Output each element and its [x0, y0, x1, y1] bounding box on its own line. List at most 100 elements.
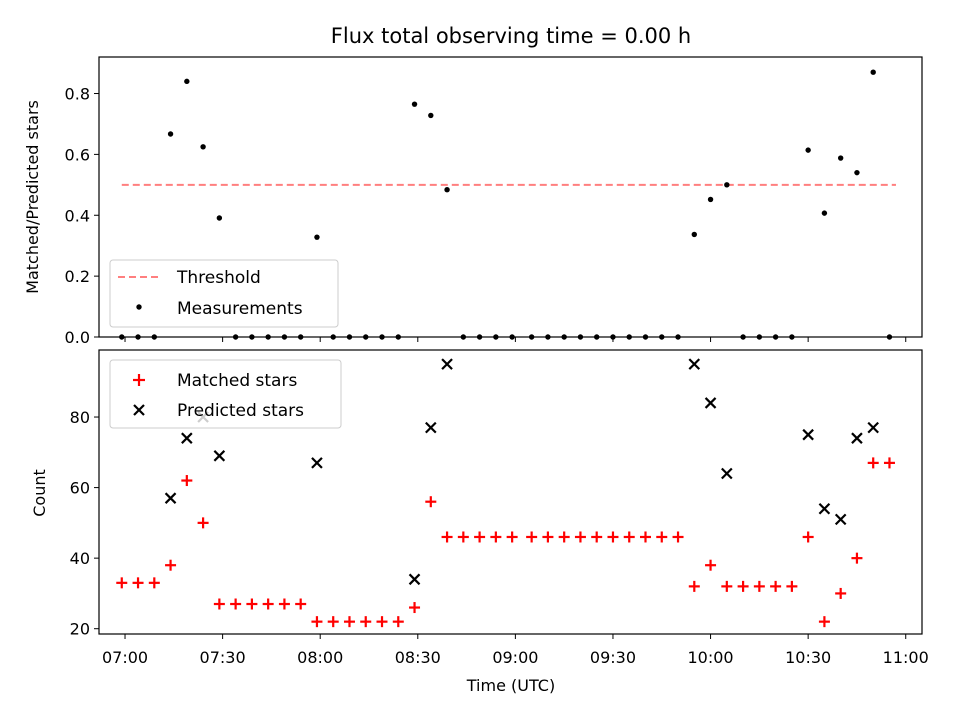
matched-star-point: [490, 531, 502, 543]
predicted-star-stroke-b: [688, 358, 701, 370]
x-tick-label: 09:30: [590, 648, 636, 667]
matched-star-point: [295, 598, 307, 610]
measurement-point: [167, 131, 174, 137]
matched-star-point: [656, 531, 668, 543]
predicted-star-stroke-b: [704, 397, 717, 409]
matched-star-point: [818, 616, 830, 628]
predicted-star-stroke-b: [441, 358, 453, 370]
legend-measurements-label: Measurements: [177, 299, 303, 319]
bottom-y-tick-label: 20: [70, 620, 90, 639]
legend-predicted-swatch: [133, 404, 145, 416]
matched-star-point: [262, 598, 274, 610]
predicted-star-point: [721, 467, 733, 480]
matched-star-point: [639, 531, 651, 543]
matched-star-point: [851, 552, 863, 564]
measurement-point: [805, 147, 811, 153]
top-y-tick-label: 0.2: [65, 267, 90, 286]
measurement-point: [314, 234, 320, 240]
predicted-star-stroke-b: [408, 573, 421, 586]
matched-star-point: [574, 531, 586, 543]
predicted-star-point: [867, 421, 879, 434]
matched-star-point: [786, 580, 798, 592]
matched-star-point: [542, 531, 554, 543]
bottom-legend-box: [109, 359, 342, 429]
top-y-axis: 0.0 0.2 0.4 0.6 0.8: [65, 85, 99, 347]
matched-star-point: [278, 598, 290, 610]
predicted-star-point: [408, 573, 421, 586]
bottom-panel: 20 40 60 80 07:00 07:30 08:00 08:30 09:00 09:30 1…: [30, 349, 929, 695]
measurement-point: [444, 186, 450, 193]
bottom-y-tick-label: 80: [70, 408, 90, 427]
matched-star-point: [116, 577, 128, 589]
matched-star-point: [165, 559, 177, 571]
matched-star-point: [591, 531, 603, 543]
matched-star-point: [246, 598, 258, 610]
legend-predicted-label: Predicted stars: [177, 401, 304, 421]
bottom-x-axis: 07:00 07:30 08:00 08:30 09:00 09:30 10:00 10:30…: [102, 634, 929, 667]
matched-star-point: [705, 559, 717, 571]
measurement-point: [200, 144, 206, 150]
matched-star-point: [132, 577, 144, 589]
matched-star-point: [672, 531, 684, 543]
measurement-point: [837, 155, 844, 161]
x-tick-label: 07:30: [200, 648, 246, 667]
predicted-star-stroke-b: [164, 492, 177, 504]
matched-star-point: [506, 531, 518, 543]
matched-star-point: [213, 598, 225, 610]
measurement-point: [854, 169, 860, 176]
matched-star-point: [327, 616, 339, 628]
matched-star-point: [607, 531, 619, 543]
predicted-star-point: [818, 502, 831, 515]
chart-title: Flux total observing time = 0.00 h: [331, 24, 691, 48]
x-tick-label: 11:00: [883, 648, 929, 667]
measurement-point: [411, 101, 418, 107]
measurement-point: [691, 231, 697, 238]
predicted-star-stroke-b: [802, 428, 814, 441]
bottom-axes-frame: [98, 349, 923, 635]
matched-star-point: [623, 531, 635, 543]
predicted-star-point: [834, 513, 847, 526]
matched-star-point: [360, 616, 372, 628]
bottom-y-tick-label: 40: [70, 549, 90, 568]
predicted-star-stroke-b: [181, 432, 193, 444]
matched-star-point: [883, 457, 895, 469]
predicted-star-stroke-b: [867, 421, 879, 434]
matched-star-point: [721, 580, 733, 592]
x-tick-label: 10:30: [785, 648, 831, 667]
matched-star-point: [526, 531, 538, 543]
legend-measurements-swatch: [136, 304, 142, 310]
x-axis-label: Time (UTC): [466, 676, 555, 695]
matched-star-point: [737, 580, 749, 592]
matched-star-point: [392, 616, 404, 628]
measurement-point: [184, 78, 190, 85]
matched-star-point: [376, 616, 388, 628]
matched-star-point: [802, 531, 814, 543]
predicted-star-stroke-b: [311, 457, 323, 469]
predicted-star-stroke-b: [818, 502, 831, 515]
top-y-tick-label: 0.4: [65, 206, 90, 225]
x-tick-label: 08:30: [395, 648, 441, 667]
matched-star-point: [409, 602, 421, 614]
matched-star-point: [148, 577, 160, 589]
legend-threshold-label: Threshold: [176, 268, 261, 288]
top-x-ticks: [124, 337, 907, 342]
x-tick-label: 10:00: [688, 648, 734, 667]
predicted-star-point: [213, 450, 226, 462]
bottom-legend: Matched stars Predicted stars: [109, 359, 342, 429]
predicted-star-point: [441, 358, 453, 370]
predicted-star-stroke-b: [721, 467, 733, 480]
predicted-star-stroke-b: [851, 432, 863, 444]
predicted-star-point: [802, 428, 814, 441]
top-legend-box: [109, 259, 339, 328]
predicted-star-point: [704, 397, 717, 409]
measurement-point: [428, 112, 434, 119]
matched-star-point: [197, 517, 209, 529]
x-tick-label: 09:00: [492, 648, 538, 667]
matched-star-point: [425, 496, 437, 508]
measurement-point: [216, 215, 223, 221]
bottom-y-axis: 20 40 60 80: [70, 408, 99, 639]
predicted-star-point: [181, 432, 193, 444]
predicted-star-stroke-b: [834, 513, 847, 526]
x-tick-label: 08:00: [297, 648, 343, 667]
